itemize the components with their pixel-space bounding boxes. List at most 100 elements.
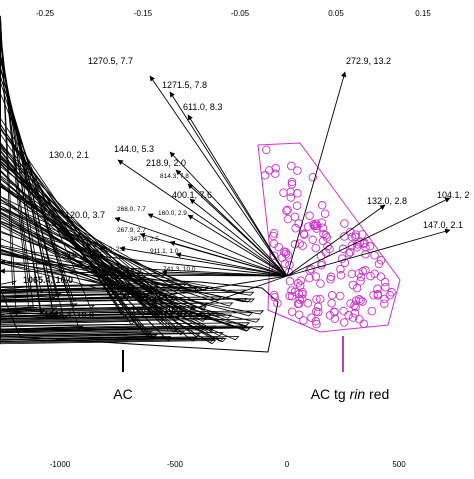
ac-tg-rin-red-point xyxy=(387,287,396,297)
ac-tg-rin-red-point xyxy=(293,166,302,175)
ac-tg-rin-red-point xyxy=(318,223,328,232)
loading-vector-arrow xyxy=(286,228,451,277)
ac-tg-rin-red-point xyxy=(355,238,364,247)
ac-tg-rin-red-point xyxy=(346,299,355,308)
loading-vector-arrow xyxy=(187,183,288,277)
ac-tg-rin-red-point xyxy=(366,271,375,281)
ac-point xyxy=(0,54,56,302)
ac-tg-rin-red-point xyxy=(280,259,290,268)
ac-tg-rin-red-point xyxy=(287,292,297,301)
ac-point xyxy=(0,56,58,312)
ac-tg-rin-red-point xyxy=(287,177,297,187)
ac-tg-rin-red-point xyxy=(277,253,287,263)
loading-vector-arrow xyxy=(286,71,347,277)
bottom-axis-tick-label: 500 xyxy=(392,460,406,469)
loading-vector-label: 1066.4, 10.0 xyxy=(44,310,94,320)
ac-tg-rin-red-point xyxy=(305,273,314,283)
ac-tg-rin-red-point xyxy=(299,316,308,325)
loading-vector-label: 104.1, 2 xyxy=(437,190,470,200)
ac-tg-rin-red-point xyxy=(361,249,370,259)
ac-tg-rin-red-point xyxy=(295,281,305,290)
ac-tg-rin-red-point xyxy=(374,259,384,269)
ac-tg-rin-red-point xyxy=(326,275,335,284)
ac-tg-rin-red-point xyxy=(355,315,364,324)
ac-tg-rin-red-point xyxy=(347,269,357,279)
ac-tg-rin-red-point xyxy=(330,307,339,317)
loading-vector-arrow xyxy=(161,275,288,298)
ac-tg-rin-red-point xyxy=(376,272,386,281)
ac-tg-rin-red-point xyxy=(380,277,390,287)
loading-vector-arrow xyxy=(147,213,288,277)
loading-vector-label: 160.0, 2.9 xyxy=(158,210,187,217)
loading-vector-label: 741.3, 10.0 xyxy=(163,266,196,273)
loading-vector-label: 1271.5, 7.8 xyxy=(162,80,207,90)
ac-tg-rin-red-point xyxy=(260,171,270,180)
ac-tg-rin-red-point xyxy=(344,249,354,258)
ac-tg-rin-red-point xyxy=(303,299,313,308)
bottom-axis-tick-label: -500 xyxy=(167,460,184,469)
ac-tg-rin-red-point xyxy=(321,231,330,240)
ac-tg-rin-red-point xyxy=(300,230,309,240)
ac-point xyxy=(0,19,21,316)
ac-tg-rin-red-point xyxy=(285,277,295,286)
ac-tg-rin-red-point xyxy=(346,227,355,237)
loading-vector-label: 1067.4, 10.0 xyxy=(131,305,181,315)
ac-tg-rin-red-point xyxy=(308,235,317,245)
loading-vector-arrow xyxy=(169,91,288,277)
loading-vector-label: 272.9, 13.2 xyxy=(346,56,391,66)
loading-vector-arrow xyxy=(187,114,288,277)
loading-vector-label: 144.0, 5.3 xyxy=(114,144,154,154)
ac-tg-rin-red-point xyxy=(293,299,303,309)
ac-tg-rin-red-point xyxy=(365,242,375,251)
ac-point xyxy=(0,32,34,291)
loading-vector-arrow xyxy=(169,240,288,277)
top-axis-tick-label: -0.05 xyxy=(231,9,250,18)
ac-tg-rin-red-point xyxy=(336,264,345,274)
ac-tg-rin-red-point xyxy=(339,306,348,316)
ac-point xyxy=(0,245,248,330)
ac-tg-rin-red-point xyxy=(269,239,279,248)
ac-tg-rin-red-point xyxy=(358,267,368,276)
loading-vector-label: 218.9, 2.0 xyxy=(146,158,186,168)
ac-tg-rin-red-point xyxy=(337,254,347,263)
ac-tg-rin-red-point xyxy=(309,220,318,229)
loading-vector-label: 120.0, 3.7 xyxy=(65,210,105,220)
ac-tg-rin-red-point xyxy=(327,298,336,308)
loading-vector-label: 594.2, 8.2 xyxy=(102,268,142,278)
ac-tg-rin-red-point xyxy=(356,277,365,286)
loading-vector-arrow xyxy=(169,151,288,277)
ac-tg-rin-red-point xyxy=(344,311,353,320)
ac-tg-rin-red-point xyxy=(352,243,362,252)
bottom-axis-tick-label: 0 xyxy=(285,460,290,469)
ac-tg-rin-red-point xyxy=(356,296,365,305)
ac-point xyxy=(0,44,46,314)
loading-vector-label: 611.0, 8.3 xyxy=(183,102,222,112)
ac-tg-rin-red-point xyxy=(265,166,274,175)
loading-vector-label: 347.8, 2.5 xyxy=(130,236,159,243)
loading-vector-label: 579.2, 10.0 xyxy=(112,292,145,299)
ac-tg-rin-red-point xyxy=(314,307,323,317)
ac-tg-rin-red-point xyxy=(370,269,379,279)
bottom-axis-tick-label: -1000 xyxy=(50,460,71,469)
loading-vector-arrow xyxy=(286,197,451,277)
ac-tg-rin-red-point xyxy=(283,214,293,224)
ac-tg-rin-red-point xyxy=(361,243,370,252)
ac-tg-rin-red-point xyxy=(327,291,337,300)
ac-tg-rin-red-point xyxy=(282,206,291,215)
ac-tg-rin-red-point xyxy=(279,188,288,197)
ac-tg-rin-red-point xyxy=(283,251,293,260)
ac-tg-rin-red-point xyxy=(294,219,303,228)
ac-tg-rin-red-point xyxy=(311,272,321,281)
ac-tg-rin-red-point xyxy=(269,290,279,300)
loading-vector-label: 911.1, 1.0 xyxy=(150,248,179,255)
ac-tg-rin-red-point xyxy=(315,294,325,304)
ac-tg-rin-red-point xyxy=(357,230,367,239)
ac-tg-rin-red-point xyxy=(346,247,355,257)
ac-tg-rin-red-point xyxy=(294,310,304,319)
loading-vector-label: 814.3, 7.8 xyxy=(160,173,189,180)
loading-vector-arrow xyxy=(149,75,288,277)
ac-tg-rin-red-point xyxy=(262,145,271,155)
loading-vector-label: 148.0, 2.2 xyxy=(96,246,125,253)
ac-tg-rin-red-point xyxy=(348,313,358,322)
ac-tg-rin-red-point xyxy=(273,298,282,308)
